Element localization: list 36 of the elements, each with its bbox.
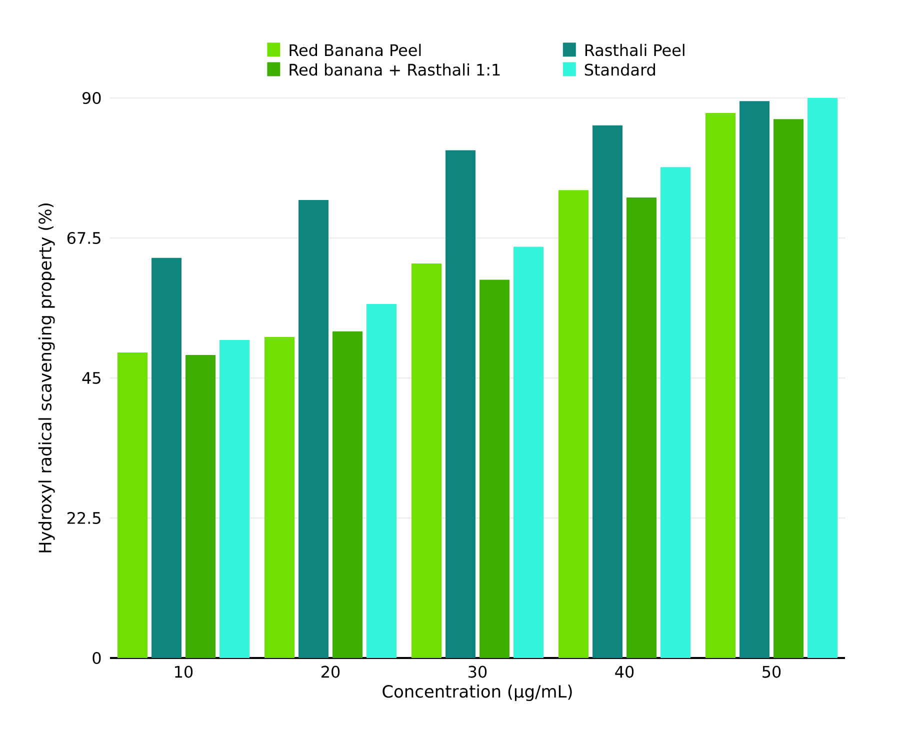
x-tick-label: 10 [175,666,193,678]
bar [706,112,736,658]
bar [186,354,216,658]
bar [592,125,623,658]
y-tick-label: 22.5 [67,512,100,524]
bar [774,119,804,658]
legend-label: Red Banana Peel [290,44,421,56]
bar [366,304,397,658]
y-axis-title: Hydroxyl radical scavenging property (%) [38,203,55,552]
legend-label: Rasthali Peel [585,44,684,56]
bar [298,200,328,658]
y-tick-label: 45 [82,372,100,384]
bar [808,98,838,658]
legend-label: Red banana + Rasthali 1:1 [290,63,500,76]
bar [118,352,148,658]
legend-label: Standard [584,63,655,76]
y-tick-label: 0 [92,652,101,664]
x-tick-label: 30 [468,666,487,678]
y-tick-label: 90 [82,92,101,104]
x-tick-label: 20 [322,666,340,678]
bar [626,198,657,658]
y-tick-label: 67.5 [67,232,100,244]
bar [514,246,544,658]
x-tick-label: 50 [762,666,781,678]
bar [740,101,770,658]
bar [480,280,510,658]
bar [446,150,476,658]
bar [332,331,362,658]
bar [412,264,442,658]
x-axis-title: Concentration (µg/mL) [382,684,572,702]
bar [264,336,294,658]
bar [660,167,691,658]
bar [558,190,589,658]
bar [220,340,250,658]
bar [152,258,182,658]
x-tick-label: 40 [615,666,634,678]
